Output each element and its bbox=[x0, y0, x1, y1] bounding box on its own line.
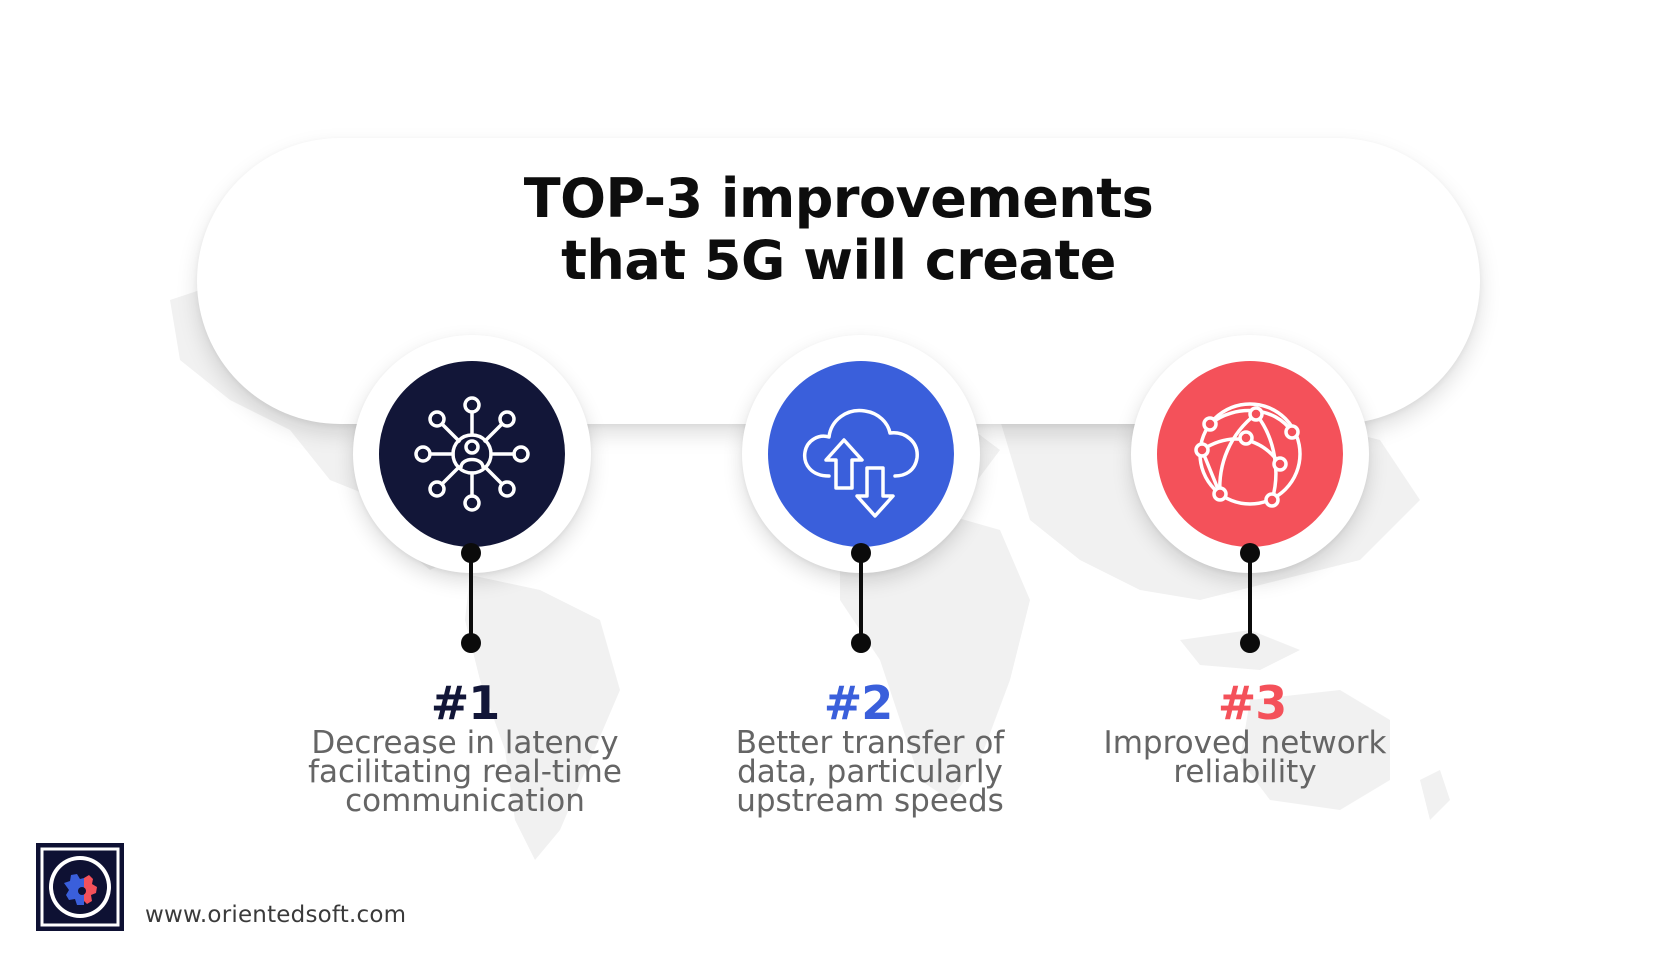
connector-dot bbox=[1240, 633, 1260, 653]
connector-line bbox=[859, 553, 863, 643]
item-3-icon-badge bbox=[1131, 335, 1369, 573]
item-1-icon-circle bbox=[379, 361, 565, 547]
item-3-icon-circle bbox=[1157, 361, 1343, 547]
connector-line bbox=[1248, 553, 1252, 643]
item-1-number: #1 bbox=[430, 676, 501, 730]
title-line-2: that 5G will create bbox=[561, 229, 1116, 292]
globe-network-icon bbox=[1194, 402, 1302, 508]
item-2-icon-circle bbox=[768, 361, 954, 547]
cloud-upload-download-icon bbox=[802, 408, 919, 518]
connector-dot bbox=[851, 633, 871, 653]
item-2-number: #2 bbox=[823, 676, 894, 730]
item-2-icon-badge bbox=[742, 335, 980, 573]
company-logo bbox=[36, 843, 124, 931]
item-1-description: Decrease in latency facilitating real-ti… bbox=[308, 725, 622, 819]
orientedsoft-gear-logo bbox=[40, 847, 120, 927]
website-url: www.orientedsoft.com bbox=[145, 902, 407, 928]
item-3-number: #3 bbox=[1217, 676, 1288, 730]
title-line-1: TOP-3 improvements bbox=[523, 167, 1154, 230]
connector-line bbox=[469, 553, 473, 643]
network-hub-person-icon bbox=[414, 396, 530, 512]
item-2-description: Better transfer of data, particularly up… bbox=[735, 725, 1005, 819]
page-title: TOP-3 improvements that 5G will create bbox=[197, 168, 1480, 292]
item-1-icon-badge bbox=[353, 335, 591, 573]
item-2-connector bbox=[851, 543, 871, 653]
item-1-connector bbox=[461, 543, 481, 653]
item-3-description: Improved network reliability bbox=[1103, 725, 1387, 790]
item-3-connector bbox=[1240, 543, 1260, 653]
connector-dot bbox=[461, 633, 481, 653]
